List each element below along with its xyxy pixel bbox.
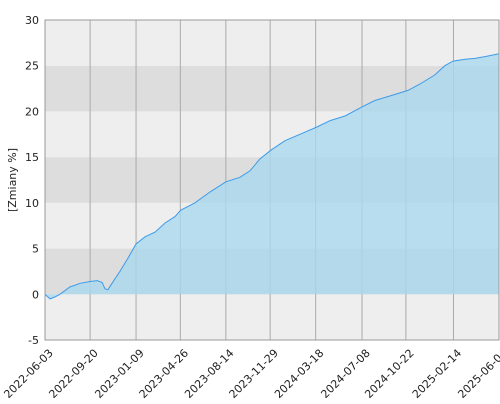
y-tick-label: 10 bbox=[25, 197, 39, 210]
y-tick-label: 30 bbox=[25, 14, 39, 27]
line bbox=[44, 53, 500, 300]
grid-band bbox=[45, 294, 499, 340]
y-tick-label: 5 bbox=[32, 243, 39, 256]
y-tick-label: 15 bbox=[25, 151, 39, 164]
y-tick-label: 20 bbox=[25, 105, 39, 118]
y-tick-label: 25 bbox=[25, 60, 39, 73]
y-axis-label: [Zmiany %] bbox=[6, 148, 19, 212]
plot-border bbox=[44, 19, 500, 341]
y-tick-label: -5 bbox=[28, 334, 39, 347]
y-tick-label: 0 bbox=[32, 288, 39, 301]
area bbox=[45, 53, 499, 299]
grid-band bbox=[45, 20, 499, 66]
